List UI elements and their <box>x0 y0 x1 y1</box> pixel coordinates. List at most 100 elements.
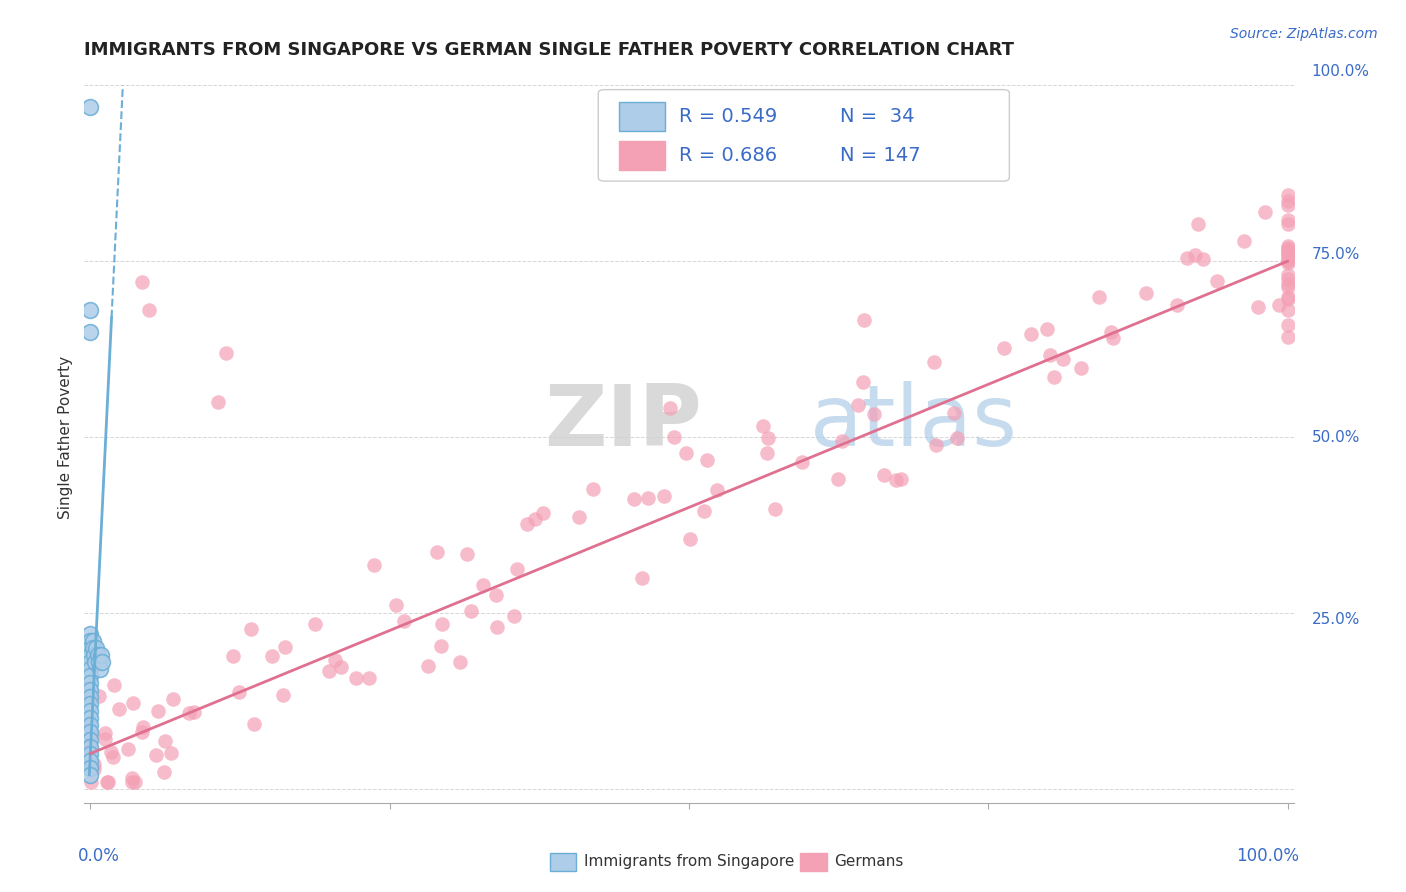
Point <box>1191 252 1213 267</box>
Point <box>363 558 385 572</box>
Point <box>568 509 591 524</box>
Point <box>79 655 101 669</box>
Point <box>943 406 966 420</box>
Point <box>664 430 686 444</box>
Point <box>83 648 105 662</box>
Point <box>82 634 104 648</box>
Text: Immigrants from Singapore: Immigrants from Singapore <box>583 854 794 869</box>
Point <box>756 431 779 445</box>
Point <box>1277 329 1299 343</box>
Point <box>79 739 101 754</box>
Point <box>97 774 120 789</box>
Point <box>273 640 295 655</box>
Point <box>1277 279 1299 293</box>
Point <box>392 615 415 629</box>
Point <box>132 720 155 734</box>
Point <box>486 619 509 633</box>
Point <box>693 504 716 518</box>
Point <box>228 685 250 699</box>
Point <box>90 648 112 662</box>
Point <box>1277 244 1299 259</box>
Point <box>516 516 538 531</box>
Point <box>1277 253 1299 268</box>
Point <box>623 491 645 506</box>
Point <box>79 325 101 339</box>
Point <box>82 641 104 656</box>
Point <box>79 739 101 754</box>
Point <box>659 401 682 415</box>
Text: 100.0%: 100.0% <box>1236 847 1299 864</box>
Point <box>506 562 529 576</box>
Point <box>100 745 122 759</box>
Point <box>1042 369 1064 384</box>
Point <box>1277 254 1299 268</box>
Point <box>449 655 471 669</box>
Point <box>846 398 869 412</box>
Point <box>884 473 907 487</box>
Point <box>79 669 101 683</box>
Point <box>124 774 146 789</box>
Point <box>79 711 101 725</box>
Point <box>1277 292 1299 306</box>
Point <box>79 736 101 750</box>
Point <box>873 467 896 482</box>
Point <box>1206 274 1229 288</box>
Text: R = 0.549: R = 0.549 <box>679 107 778 126</box>
Point <box>207 395 229 409</box>
Point <box>152 764 174 779</box>
Point <box>706 483 728 497</box>
Point <box>1268 298 1291 312</box>
Text: Source: ZipAtlas.com: Source: ZipAtlas.com <box>1230 27 1378 41</box>
Text: IMMIGRANTS FROM SINGAPORE VS GERMAN SINGLE FATHER POVERTY CORRELATION CHART: IMMIGRANTS FROM SINGAPORE VS GERMAN SING… <box>84 41 1014 59</box>
Point <box>1233 234 1256 248</box>
Point <box>1035 322 1057 336</box>
Point <box>145 747 167 762</box>
Point <box>1099 325 1122 339</box>
FancyBboxPatch shape <box>800 853 827 871</box>
Point <box>79 725 101 739</box>
Point <box>1175 251 1198 265</box>
Point <box>1019 327 1042 342</box>
Point <box>79 718 101 732</box>
Point <box>827 472 849 486</box>
Point <box>79 757 101 772</box>
Text: atlas: atlas <box>810 381 1018 464</box>
Point <box>831 434 853 448</box>
Point <box>330 660 353 674</box>
Point <box>138 303 160 318</box>
Text: Germans: Germans <box>834 854 904 869</box>
Point <box>103 678 125 692</box>
Point <box>183 705 205 719</box>
Text: 100.0%: 100.0% <box>1312 64 1369 78</box>
Point <box>1277 194 1299 208</box>
Point <box>752 418 775 433</box>
Point <box>131 725 153 739</box>
Point <box>79 662 101 676</box>
Point <box>890 472 912 486</box>
Point <box>79 733 101 747</box>
Point <box>456 547 478 561</box>
Text: 0.0%: 0.0% <box>79 847 120 864</box>
Point <box>852 375 875 389</box>
Point <box>993 341 1015 355</box>
Point <box>93 726 115 740</box>
Point <box>122 697 145 711</box>
Point <box>637 491 659 506</box>
Point <box>86 648 108 662</box>
Point <box>93 731 115 746</box>
Point <box>91 655 114 669</box>
Point <box>80 727 103 741</box>
Text: 25.0%: 25.0% <box>1312 613 1360 627</box>
Point <box>485 588 508 602</box>
Point <box>222 648 245 663</box>
Point <box>582 483 605 497</box>
Point <box>1102 331 1125 345</box>
Point <box>79 761 101 775</box>
Point <box>160 746 183 760</box>
Point <box>531 506 554 520</box>
Point <box>79 99 101 113</box>
Point <box>79 303 101 318</box>
Point <box>755 446 778 460</box>
Point <box>1277 290 1299 304</box>
Point <box>79 747 101 761</box>
